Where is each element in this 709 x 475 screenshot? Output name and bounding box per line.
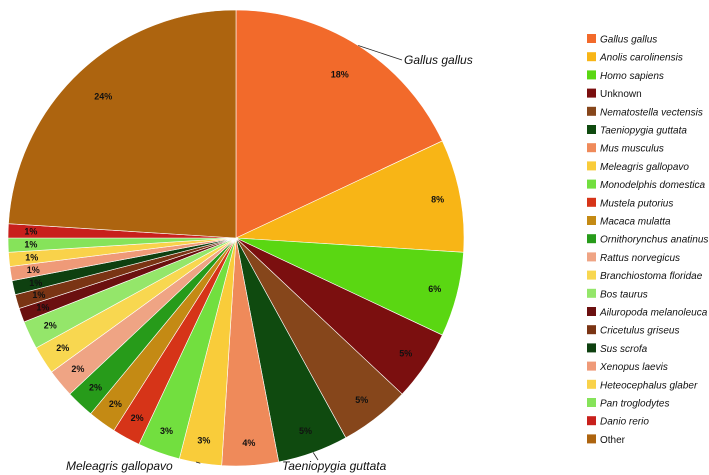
pie-label-nematostella-vectensis: 5% — [355, 395, 368, 405]
legend-label-monodelphis-domestica: Monodelphis domestica — [600, 180, 705, 191]
pie-label-pan-troglodytes: 1% — [24, 239, 37, 249]
callout-label-taeniopygia-guttata: Taeniopygia guttata — [282, 459, 387, 473]
callout-line-gallus-gallus — [358, 45, 403, 61]
legend-swatch-meleagris-gallopavo — [587, 161, 596, 171]
pie-label-heteocephalus-glaber: 1% — [25, 252, 38, 262]
legend-swatch-bos-taurus — [587, 288, 596, 298]
legend-label-danio-rerio: Danio rerio — [600, 417, 649, 428]
pie-label-monodelphis-domestica: 3% — [160, 426, 173, 436]
pie-label-other: 24% — [94, 92, 112, 102]
legend-label-homo-sapiens: Homo sapiens — [600, 71, 664, 82]
legend-swatch-xenopus-laevis — [587, 361, 596, 371]
legend-label-rattus-norvegicus: Rattus norvegicus — [600, 253, 680, 264]
legend-label-gallus-gallus: Gallus gallus — [600, 35, 657, 46]
legend-swatch-anolis-carolinensis — [587, 52, 596, 62]
legend-swatch-gallus-gallus — [587, 34, 596, 43]
pie-slices — [7, 9, 465, 467]
legend-label-unknown: Unknown — [600, 89, 642, 100]
legend-swatch-mustela-putorius — [587, 197, 596, 207]
pie-label-sus-scrofa: 1% — [29, 278, 42, 288]
legend: Gallus gallus Anolis carolinensis Homo sap… — [587, 34, 708, 446]
legend-swatch-monodelphis-domestica — [587, 179, 596, 189]
pie-percent-labels: 18% 8% 6% 5% 5% 5% 4% 3% 3% 2% 2% 2% 2% 2% 2% 1% 1% 1% 1% 1… — [24, 69, 444, 447]
legend-swatch-unknown — [587, 88, 596, 98]
legend-swatch-ailuropoda-melanoleuca — [587, 307, 596, 316]
pie-label-macaca-mulatta: 2% — [109, 399, 122, 409]
pie-slice-other — [8, 9, 237, 239]
pie-label-gallus-gallus: 18% — [331, 69, 349, 79]
legend-swatch-danio-rerio — [587, 416, 596, 426]
legend-label-ornithorynchus-anatinus: Ornithorynchus anatinus — [600, 235, 708, 246]
pie-label-ornithorynchus-anatinus: 2% — [89, 383, 102, 393]
legend-swatch-ornithorynchus-anatinus — [587, 234, 596, 244]
legend-label-cricetulus-griseus: Cricetulus griseus — [600, 326, 679, 337]
callout-line-meleagris-gallopavo — [195, 461, 201, 464]
legend-swatch-other — [587, 434, 596, 444]
legend-label-xenopus-laevis: Xenopus laevis — [599, 362, 668, 373]
legend-swatch-sus-scrofa — [587, 343, 596, 353]
pie-slice-gallus-gallus — [235, 9, 443, 239]
legend-swatch-mus-musculus — [587, 143, 596, 153]
legend-label-macaca-mulatta: Macaca mulatta — [600, 217, 671, 228]
legend-swatch-pan-troglodytes — [587, 398, 596, 407]
legend-label-nematostella-vectensis: Nematostella vectensis — [600, 107, 703, 118]
pie-label-bos-taurus: 2% — [44, 320, 57, 330]
pie-label-homo-sapiens: 6% — [428, 284, 441, 294]
pie-label-mus-musculus: 4% — [242, 438, 255, 448]
pie-callouts: Gallus gallus Taeniopygia guttata Meleagri… — [66, 45, 473, 473]
pie-label-mustela-putorius: 2% — [131, 413, 144, 423]
pie-label-rattus-norvegicus: 2% — [71, 364, 84, 374]
legend-label-other: Other — [600, 435, 626, 446]
legend-label-mustela-putorius: Mustela putorius — [600, 198, 673, 209]
pie-slice-anolis-carolinensis — [235, 140, 465, 253]
legend-label-anolis-carolinensis: Anolis carolinensis — [599, 53, 683, 64]
legend-swatch-heteocephalus-glaber — [587, 379, 596, 389]
legend-swatch-nematostella-vectensis — [587, 106, 596, 116]
pie-label-unknown: 5% — [399, 348, 412, 358]
pie-label-danio-rerio: 1% — [24, 227, 37, 237]
callout-line-taeniopygia-guttata — [312, 452, 319, 461]
legend-label-taeniopygia-guttata: Taeniopygia guttata — [600, 126, 687, 137]
legend-label-branchiostoma-floridae: Branchiostoma floridae — [600, 271, 703, 282]
pie-label-taeniopygia-guttata: 5% — [299, 426, 312, 436]
pie-label-xenopus-laevis: 1% — [27, 265, 40, 275]
legend-label-mus-musculus: Mus musculus — [600, 144, 664, 155]
legend-swatch-homo-sapiens — [587, 70, 596, 80]
callout-label-meleagris-gallopavo: Meleagris gallopavo — [66, 459, 173, 473]
legend-label-bos-taurus: Bos taurus — [600, 289, 648, 300]
pie-label-meleagris-gallopavo: 3% — [197, 436, 210, 446]
pie-label-branchiostoma-floridae: 2% — [56, 343, 69, 353]
legend-swatch-cricetulus-griseus — [587, 325, 596, 335]
pie-label-cricetulus-griseus: 1% — [32, 290, 45, 300]
callout-label-gallus-gallus: Gallus gallus — [404, 53, 473, 67]
pie-label-anolis-carolinensis: 8% — [431, 195, 444, 205]
legend-swatch-taeniopygia-guttata — [587, 125, 596, 134]
legend-swatch-branchiostoma-floridae — [587, 270, 596, 280]
legend-label-ailuropoda-melanoleuca: Ailuropoda melanoleuca — [599, 308, 708, 319]
legend-label-heteocephalus-glaber: Heteocephalus glaber — [600, 380, 698, 391]
legend-label-meleagris-gallopavo: Meleagris gallopavo — [600, 162, 689, 173]
legend-swatch-rattus-norvegicus — [587, 252, 596, 262]
legend-label-sus-scrofa: Sus scrofa — [600, 344, 648, 355]
pie-label-ailuropoda-melanoleuca: 1% — [36, 303, 49, 313]
legend-label-pan-troglodytes: Pan troglodytes — [600, 399, 670, 410]
legend-swatch-macaca-mulatta — [587, 216, 596, 225]
